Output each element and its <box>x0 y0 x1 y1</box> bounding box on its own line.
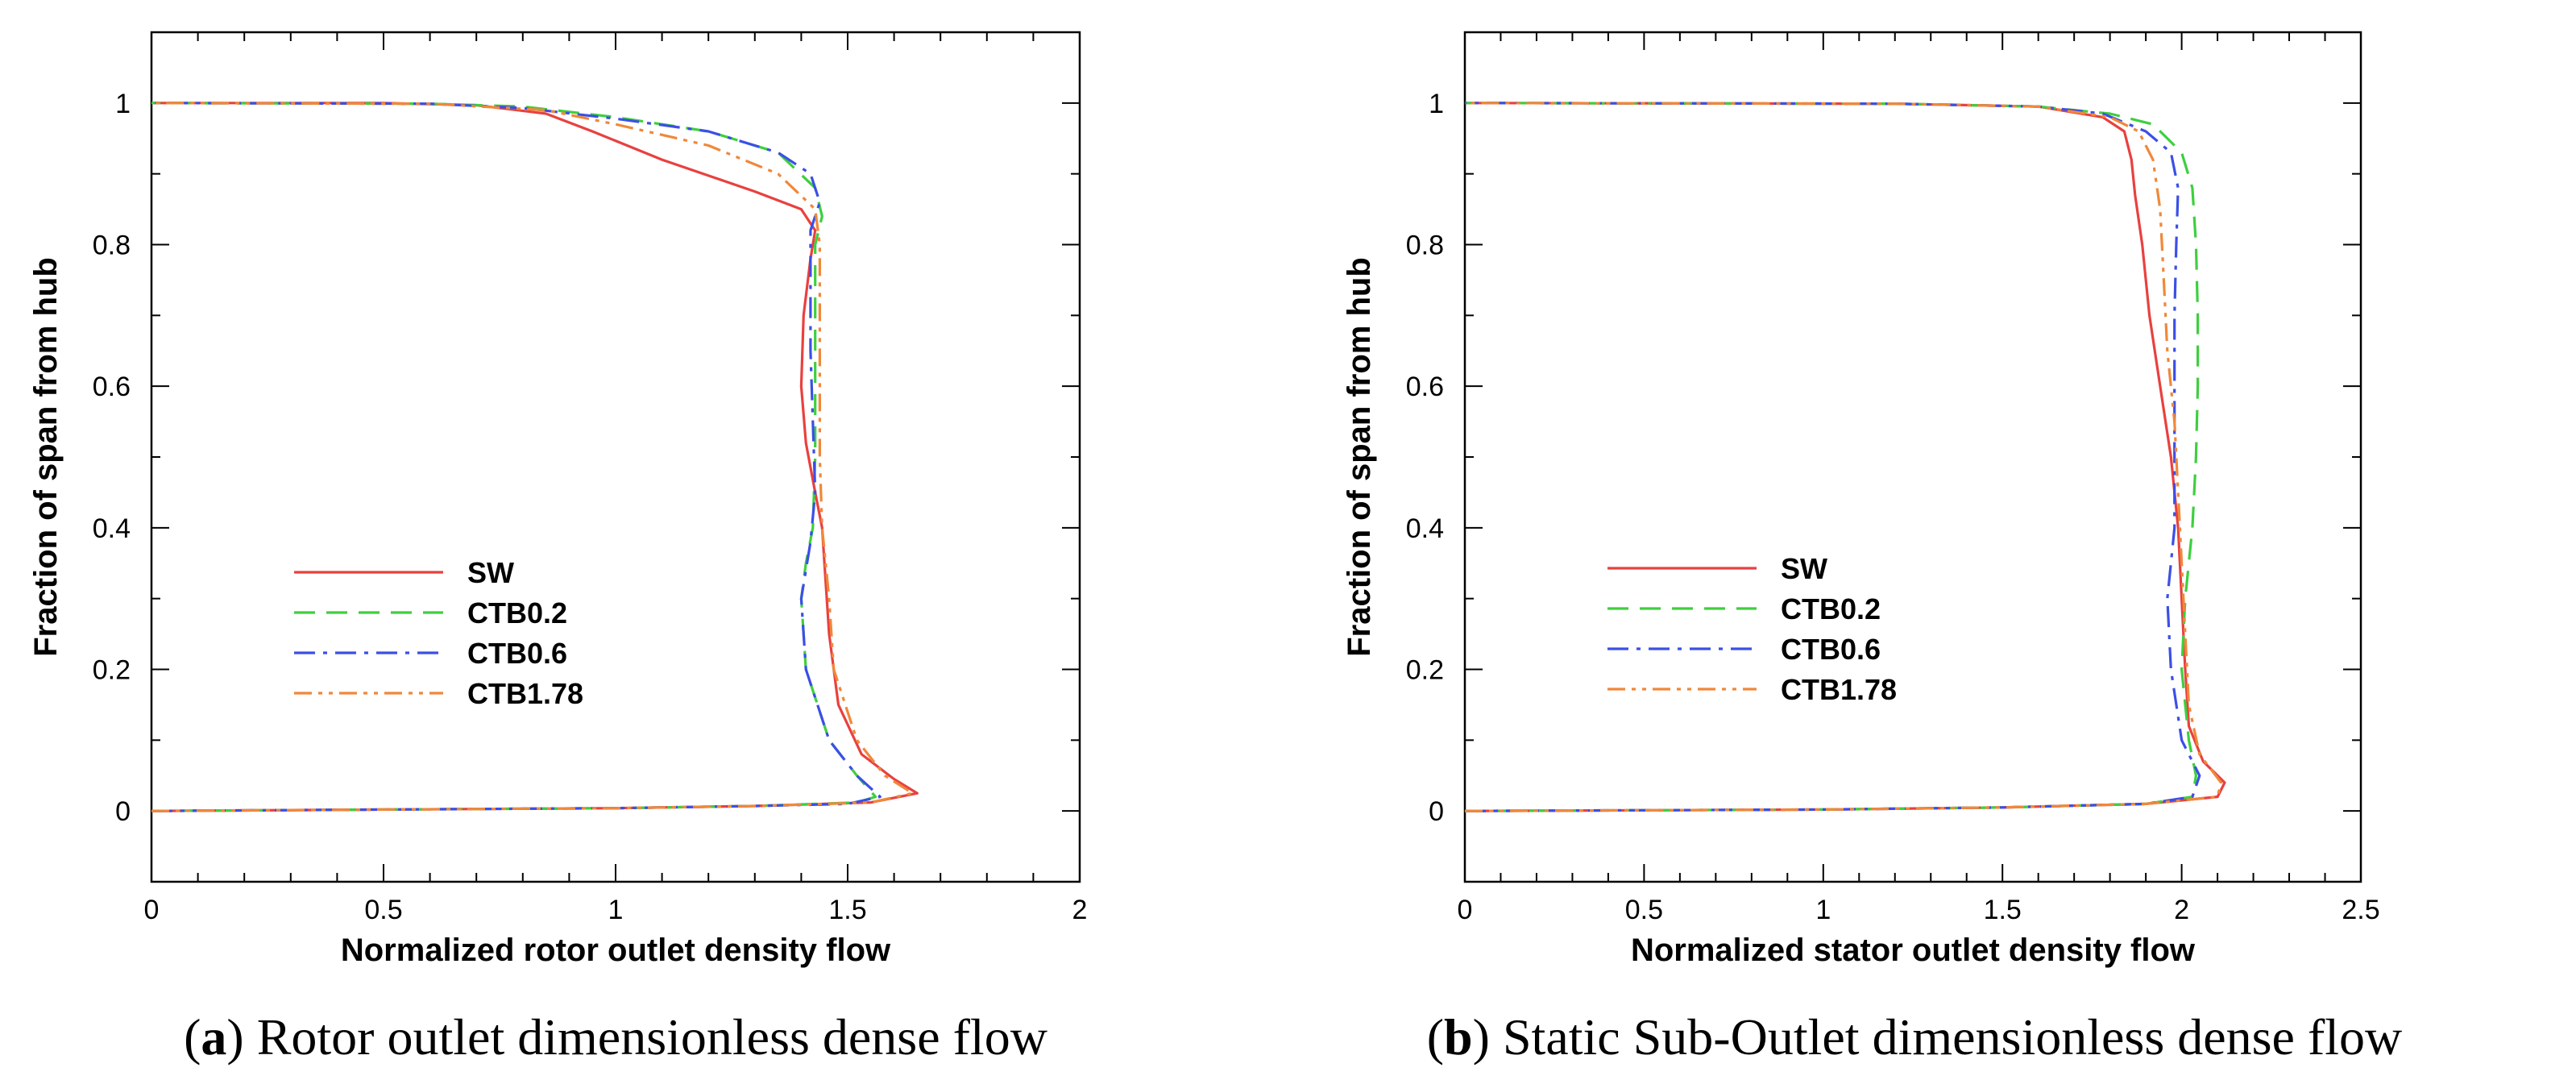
x-tick-label: 1.5 <box>828 895 866 925</box>
y-tick-label: 1 <box>115 89 131 119</box>
y-tick-label: 0.8 <box>1406 231 1444 261</box>
series-line-ctb0-2 <box>1464 102 2200 812</box>
caption-letter: a <box>201 1008 226 1066</box>
chart-panel-a: 0 0.5 1 1.5 2 0 0.2 0.4 0.6 0.8 1 Normalized rotor … <box>28 31 1088 1066</box>
legend: SW CTB0.2 CTB0.6 CTB1.78 <box>294 556 583 710</box>
panel-caption: (a) Rotor outlet dimensionless dense flo… <box>184 1008 1047 1066</box>
legend-label: CTB1.78 <box>467 677 583 710</box>
y-tick-label: 0.2 <box>93 655 131 686</box>
series-line-ctb1-78 <box>1464 102 2223 812</box>
x-tick-label: 2.5 <box>2342 895 2379 925</box>
series-line-ctb1-78 <box>151 102 915 812</box>
plot-frame <box>1463 31 2362 883</box>
x-tick-label: 2 <box>2174 895 2189 925</box>
x-axis-title: Normalized rotor outlet density flow <box>341 933 891 968</box>
legend-label: CTB0.2 <box>467 596 567 629</box>
x-axis-title: Normalized stator outlet density flow <box>1631 933 2196 968</box>
legend-label: SW <box>1781 552 1827 585</box>
legend: SW CTB0.2 CTB0.6 CTB1.78 <box>1607 552 1897 706</box>
x-tick-label: 2 <box>1072 895 1088 925</box>
x-tick-label: 0 <box>144 895 160 925</box>
legend-label: CTB0.2 <box>1781 592 1881 625</box>
plot-frame <box>150 31 1081 883</box>
x-tick-label: 0 <box>1458 895 1473 925</box>
chart-panel-b: 0 0.5 1 1.5 2 2.5 0 0.2 0.4 0.6 0.8 1 Normalized sta… <box>1342 31 2403 1066</box>
caption-text: Static Sub-Outlet dimensionless dense fl… <box>1503 1008 2402 1066</box>
y-tick-label: 0.6 <box>93 372 131 402</box>
y-tick-label: 0.4 <box>1406 513 1444 544</box>
legend-label: CTB1.78 <box>1781 673 1897 706</box>
x-tick-label: 1.5 <box>1984 895 2022 925</box>
y-axis-title: Fraction of span from hub <box>1342 257 1377 657</box>
caption-letter: b <box>1444 1008 1473 1066</box>
y-tick-label: 0.2 <box>1406 655 1444 686</box>
y-tick-label: 0.4 <box>93 513 131 544</box>
x-tick-label: 1 <box>1815 895 1831 925</box>
legend-label: CTB0.6 <box>1781 633 1881 666</box>
y-tick-label: 0.6 <box>1406 372 1444 402</box>
x-tick-label: 0.5 <box>364 895 402 925</box>
y-tick-label: 0.8 <box>93 231 131 261</box>
y-tick-label: 0 <box>115 796 131 827</box>
panel-caption: (b) Static Sub-Outlet dimensionless dens… <box>1427 1008 2403 1066</box>
series-line-sw <box>151 102 919 812</box>
y-tick-label: 1 <box>1429 89 1444 119</box>
y-tick-label: 0 <box>1429 796 1444 827</box>
x-tick-label: 0.5 <box>1625 895 1663 925</box>
y-axis-title: Fraction of span from hub <box>28 257 64 657</box>
legend-label: SW <box>467 556 514 589</box>
x-tick-label: 1 <box>608 895 624 925</box>
caption-text: Rotor outlet dimensionless dense flow <box>257 1008 1047 1066</box>
legend-label: CTB0.6 <box>467 637 567 670</box>
